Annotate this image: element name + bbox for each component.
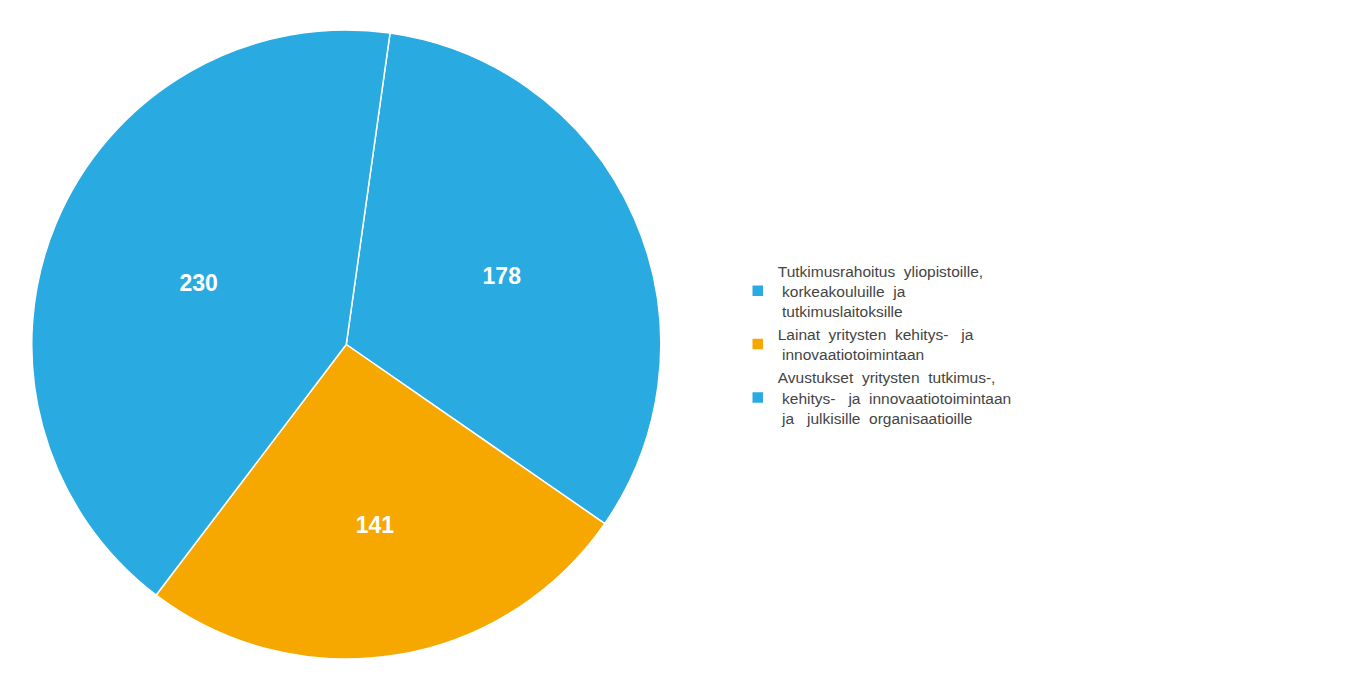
svg-text:178: 178 [483,263,522,289]
svg-text:Avustukset yritysten tutkimu: Avustukset yritysten tutkimus-, kehitys-… [778,369,1011,426]
svg-text:Lainat yritysten kehitys-: Lainat yritysten kehitys- ja innovaatiot… [778,326,974,363]
svg-text:Tutkimusrahoitus yliopistoill: Tutkimusrahoitus yliopistoille, korkeako… [778,263,983,320]
svg-text:141: 141 [356,512,395,538]
svg-text:230: 230 [179,270,217,296]
